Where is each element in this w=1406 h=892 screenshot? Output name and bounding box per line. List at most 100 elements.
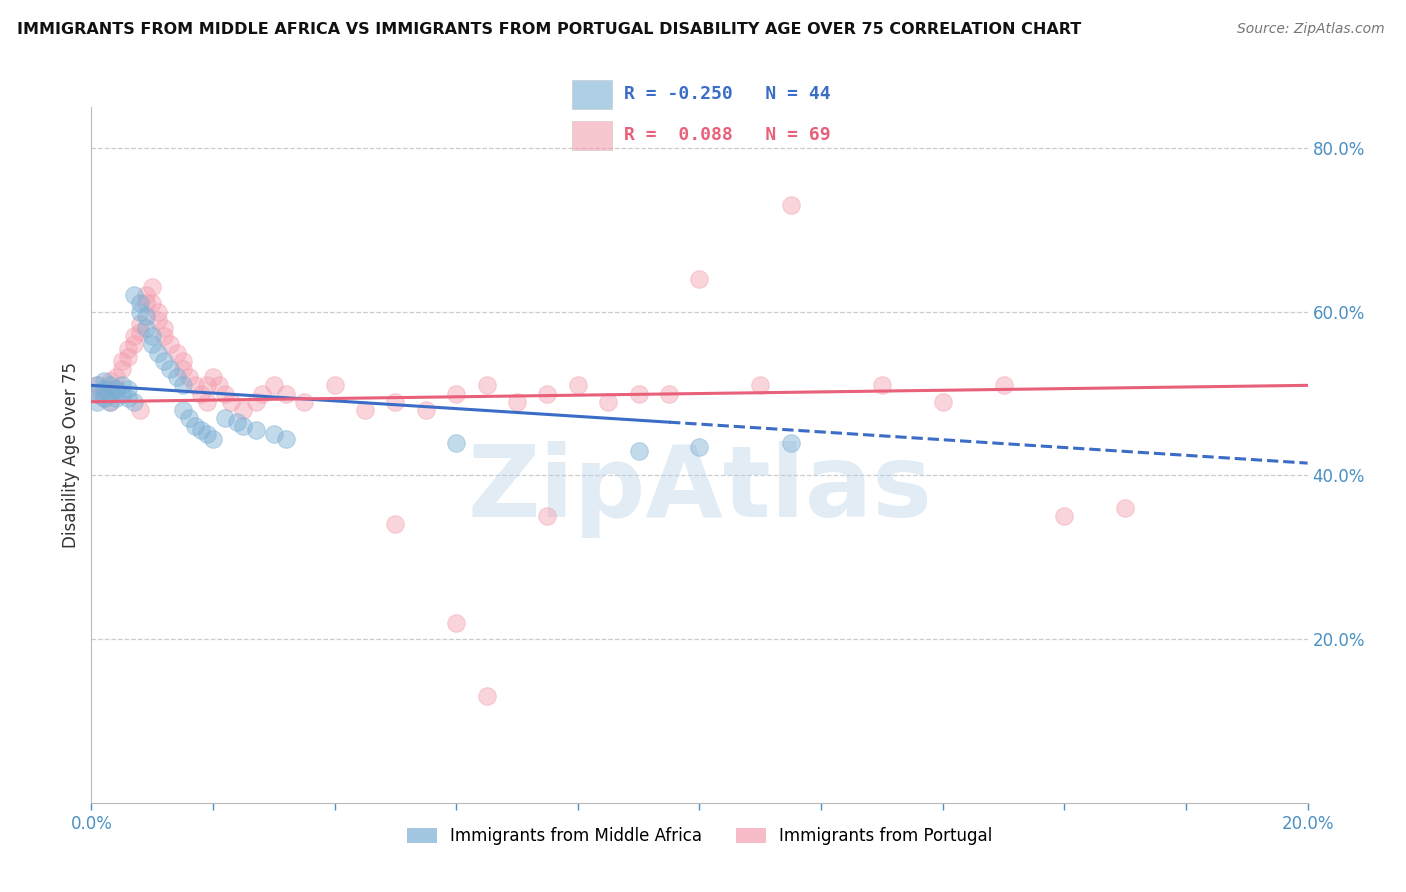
Point <box>475 378 498 392</box>
Point <box>444 435 467 450</box>
Point <box>274 386 297 401</box>
Point <box>141 337 163 351</box>
Point <box>245 423 267 437</box>
Point <box>141 280 163 294</box>
Point <box>135 288 157 302</box>
Point <box>208 378 231 392</box>
Point <box>86 386 108 401</box>
Point <box>93 391 115 405</box>
Text: ZipAtlas: ZipAtlas <box>467 442 932 538</box>
Text: R = -0.250   N = 44: R = -0.250 N = 44 <box>624 85 831 103</box>
Point <box>177 411 200 425</box>
Point <box>117 342 139 356</box>
Point <box>598 394 620 409</box>
Point <box>627 443 650 458</box>
Point <box>98 386 121 401</box>
Point <box>688 440 710 454</box>
Point <box>111 378 134 392</box>
Point <box>104 383 127 397</box>
Point <box>122 337 145 351</box>
Point <box>86 386 108 401</box>
Point <box>159 362 181 376</box>
Bar <box>572 121 612 150</box>
Point <box>98 386 121 401</box>
Point <box>536 386 558 401</box>
Point <box>219 394 242 409</box>
Point <box>86 394 108 409</box>
Point <box>166 370 188 384</box>
Point <box>98 394 121 409</box>
Point <box>148 313 170 327</box>
Point <box>993 378 1015 392</box>
Point <box>117 350 139 364</box>
Point <box>444 615 467 630</box>
Point <box>93 383 115 397</box>
Point <box>104 370 127 384</box>
Point <box>172 353 194 368</box>
Point <box>195 394 218 409</box>
Point <box>111 386 134 401</box>
Point <box>323 378 346 392</box>
Point <box>111 362 134 376</box>
Text: IMMIGRANTS FROM MIDDLE AFRICA VS IMMIGRANTS FROM PORTUGAL DISABILITY AGE OVER 75: IMMIGRANTS FROM MIDDLE AFRICA VS IMMIGRA… <box>17 22 1081 37</box>
Point <box>135 296 157 310</box>
Point <box>214 411 236 425</box>
Point <box>153 329 176 343</box>
Point <box>658 386 681 401</box>
Point <box>195 378 218 392</box>
Point <box>232 403 254 417</box>
Point <box>159 337 181 351</box>
Point <box>129 325 152 339</box>
Point <box>117 391 139 405</box>
Point <box>245 394 267 409</box>
Point <box>274 432 297 446</box>
Point <box>122 288 145 302</box>
Point <box>779 198 801 212</box>
Point <box>86 378 108 392</box>
Point <box>98 374 121 388</box>
Point <box>129 403 152 417</box>
Point <box>117 383 139 397</box>
Point <box>1053 509 1076 524</box>
Point <box>153 321 176 335</box>
Point <box>627 386 650 401</box>
Point <box>749 378 772 392</box>
Point <box>931 394 953 409</box>
Point <box>135 309 157 323</box>
Text: Source: ZipAtlas.com: Source: ZipAtlas.com <box>1237 22 1385 37</box>
Point <box>184 378 207 392</box>
Point <box>444 386 467 401</box>
Text: R =  0.088   N = 69: R = 0.088 N = 69 <box>624 126 831 145</box>
Point <box>153 353 176 368</box>
Point <box>122 394 145 409</box>
Point <box>122 329 145 343</box>
Point <box>135 321 157 335</box>
Point <box>870 378 893 392</box>
Point <box>384 394 406 409</box>
Point <box>195 427 218 442</box>
Point <box>93 391 115 405</box>
Point <box>98 394 121 409</box>
Point <box>98 378 121 392</box>
Point <box>226 415 249 429</box>
Point <box>536 509 558 524</box>
Point <box>148 345 170 359</box>
Point <box>111 353 134 368</box>
Y-axis label: Disability Age Over 75: Disability Age Over 75 <box>62 362 80 548</box>
Point <box>263 427 285 442</box>
Point <box>190 386 212 401</box>
Point <box>129 317 152 331</box>
Point <box>172 403 194 417</box>
Point <box>202 370 225 384</box>
Point <box>184 419 207 434</box>
Point <box>148 304 170 318</box>
Bar <box>572 80 612 109</box>
Legend: Immigrants from Middle Africa, Immigrants from Portugal: Immigrants from Middle Africa, Immigrant… <box>398 819 1001 854</box>
Point <box>232 419 254 434</box>
Point <box>104 383 127 397</box>
Point <box>779 435 801 450</box>
Point <box>93 374 115 388</box>
Point <box>263 378 285 392</box>
Point <box>250 386 273 401</box>
Point <box>129 296 152 310</box>
